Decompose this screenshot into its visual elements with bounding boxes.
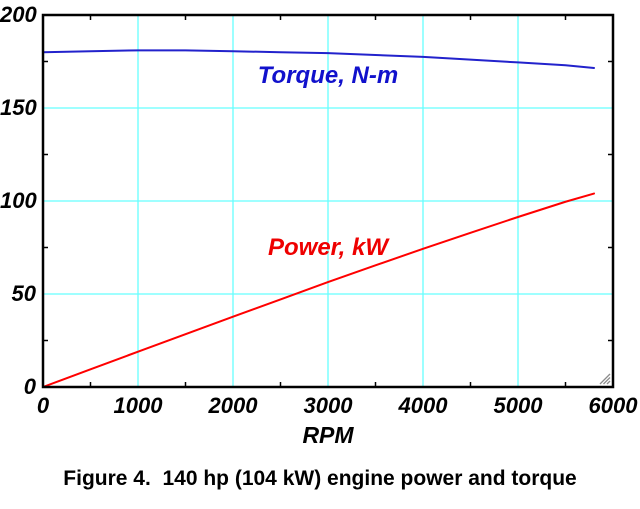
x-tick-label: 4000 xyxy=(398,393,448,418)
x-tick-label: 0 xyxy=(36,393,50,418)
figure-caption: Figure 4. 140 hp (104 kW) engine power a… xyxy=(63,467,577,490)
y-tick-label: 50 xyxy=(11,281,36,306)
torque-series-label: Torque, N-m xyxy=(257,62,399,90)
power-series-label: Power, kW xyxy=(267,233,389,261)
y-tick-label: 200 xyxy=(0,2,37,27)
resize-grip-icon[interactable] xyxy=(599,373,611,385)
y-tick-label: 150 xyxy=(0,95,37,120)
resize-grip-icon[interactable] xyxy=(606,380,611,385)
x-tick-label: 2000 xyxy=(208,393,258,418)
series-line-0 xyxy=(42,49,595,70)
series-line-1 xyxy=(42,192,595,388)
x-axis-label: RPM xyxy=(302,422,354,448)
x-tick-label: 5000 xyxy=(493,393,543,418)
y-tick-label: 100 xyxy=(0,188,37,213)
plot-border xyxy=(41,13,615,389)
resize-grip-icon[interactable] xyxy=(603,377,611,385)
y-tick-label: 0 xyxy=(23,374,36,399)
x-tick-label: 1000 xyxy=(113,393,163,418)
x-tick-label: 6000 xyxy=(588,393,638,418)
x-tick-label: 3000 xyxy=(303,393,353,418)
plot-area xyxy=(41,13,615,389)
